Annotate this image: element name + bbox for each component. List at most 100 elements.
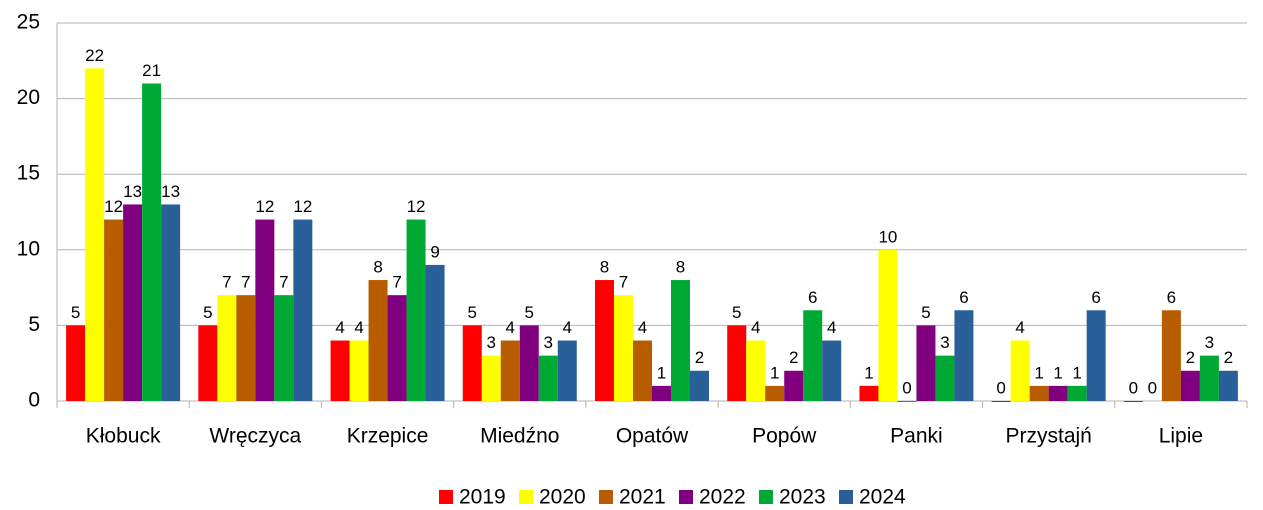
bar: [1029, 385, 1049, 401]
y-tick-label: 25: [17, 11, 40, 34]
bar: [104, 219, 124, 401]
value-label: 6: [1091, 288, 1100, 307]
y-tick-label: 5: [28, 313, 40, 336]
x-tick-label: Krzepice: [347, 425, 429, 448]
legend-swatch: [599, 490, 613, 504]
value-label: 0: [902, 378, 911, 397]
value-label: 0: [1148, 378, 1157, 397]
bar: [66, 325, 86, 401]
bar: [765, 385, 785, 401]
value-label: 5: [921, 303, 930, 322]
legend-label: 2023: [779, 486, 826, 509]
value-label: 7: [241, 273, 250, 292]
value-label: 8: [676, 258, 685, 277]
x-tick-label: Kłobuck: [86, 425, 161, 448]
legend-swatch: [839, 490, 853, 504]
bar: [633, 340, 652, 401]
bar: [500, 340, 520, 401]
bar: [1180, 370, 1200, 401]
bar: [425, 264, 445, 401]
bar: [1161, 310, 1181, 401]
bar: [954, 310, 974, 401]
value-label: 2: [1186, 348, 1195, 367]
value-label: 0: [1129, 378, 1138, 397]
bar: [1086, 310, 1106, 401]
bar: [85, 68, 105, 402]
bar: [1142, 401, 1162, 402]
bar: [1123, 401, 1143, 402]
bar: [406, 219, 426, 401]
value-label: 7: [392, 273, 401, 292]
bar: [991, 401, 1011, 402]
x-tick-label: Popów: [752, 425, 817, 448]
bar: [462, 325, 482, 401]
value-label: 0: [996, 378, 1005, 397]
value-label: 1: [657, 363, 666, 382]
value-label: 22: [85, 46, 104, 65]
bar: [330, 340, 350, 401]
legend-swatch: [759, 490, 773, 504]
value-label: 1: [1053, 363, 1062, 382]
value-label: 6: [1167, 288, 1176, 307]
value-label: 4: [335, 318, 344, 337]
y-tick-label: 10: [17, 237, 40, 260]
y-tick-label: 0: [28, 389, 40, 412]
bar: [859, 385, 879, 401]
bar: [198, 325, 218, 401]
bar: [217, 295, 237, 401]
bar: [519, 325, 539, 401]
value-label: 5: [203, 303, 212, 322]
value-label: 12: [293, 197, 312, 216]
bar: [1048, 385, 1068, 401]
bar: [349, 340, 369, 401]
bar: [671, 280, 690, 401]
x-tick-label: Miedźno: [480, 425, 559, 448]
value-label: 4: [751, 318, 760, 337]
value-label: 4: [354, 318, 363, 337]
bar: [803, 310, 823, 401]
value-label: 2: [789, 348, 798, 367]
bar: [784, 370, 804, 401]
value-label: 7: [619, 273, 628, 292]
legend-label: 2021: [619, 486, 666, 509]
legend-label: 2019: [459, 486, 506, 509]
value-label: 4: [827, 318, 836, 337]
value-label: 13: [123, 182, 142, 201]
bar: [595, 280, 614, 401]
value-label: 5: [525, 303, 534, 322]
bar: [161, 204, 181, 401]
value-label: 5: [71, 303, 80, 322]
legend-label: 2022: [699, 486, 746, 509]
value-label: 5: [732, 303, 741, 322]
value-label: 12: [255, 197, 274, 216]
x-tick-label: Lipie: [1159, 425, 1203, 448]
bar: [255, 219, 275, 401]
legend-swatch: [519, 490, 533, 504]
bar: [822, 340, 842, 401]
value-label: 1: [1034, 363, 1043, 382]
bar: [935, 355, 955, 401]
bar: [557, 340, 577, 401]
value-label: 1: [864, 363, 873, 382]
value-label: 9: [430, 242, 439, 261]
bar: [368, 280, 388, 401]
bar: [142, 83, 162, 401]
y-tick-label: 15: [17, 162, 40, 185]
value-label: 1: [1072, 363, 1081, 382]
value-label: 12: [407, 197, 426, 216]
bar: [236, 295, 256, 401]
bar: [1199, 355, 1219, 401]
value-label: 3: [1205, 333, 1214, 352]
value-label: 3: [940, 333, 949, 352]
bar: [614, 295, 633, 401]
bar: [123, 204, 143, 401]
legend-label: 2024: [859, 486, 906, 509]
bar: [293, 219, 313, 401]
x-tick-label: Przystajń: [1005, 425, 1091, 448]
legend-swatch: [439, 490, 453, 504]
value-label: 4: [1015, 318, 1024, 337]
value-label: 4: [506, 318, 515, 337]
bar: [690, 370, 709, 401]
value-label: 8: [373, 258, 382, 277]
bar: [481, 355, 501, 401]
